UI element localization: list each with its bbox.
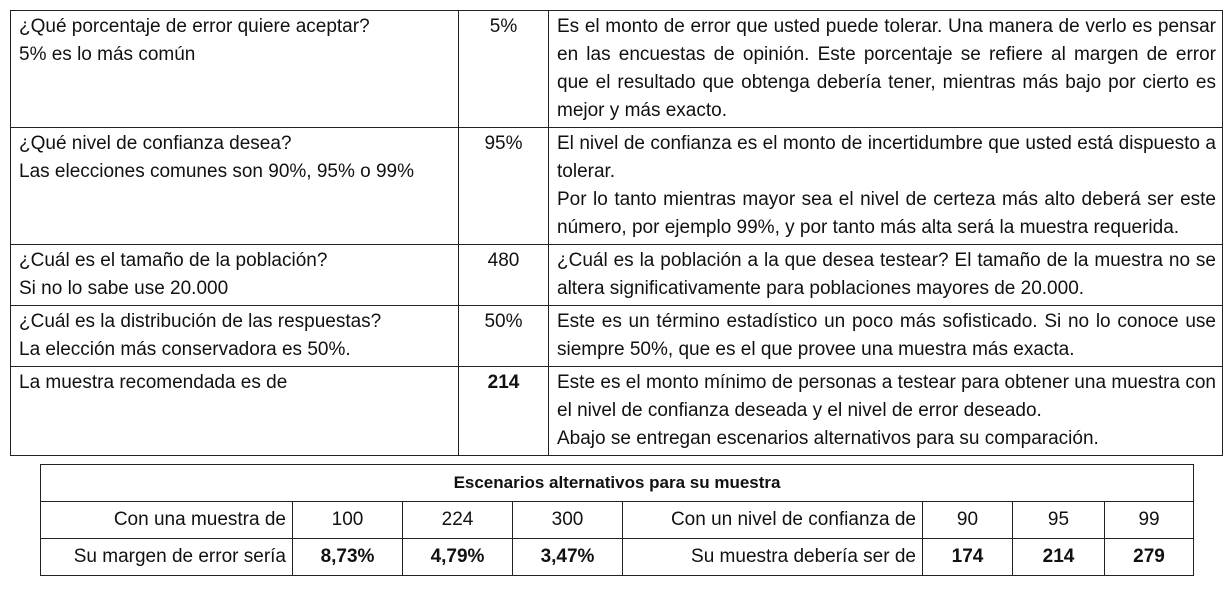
table-row: La muestra recomendada es de 214 Este es…: [10, 366, 1223, 456]
table-row: ¿Cuál es el tamaño de la población? Si n…: [10, 244, 1223, 306]
description-text: Este es el monto mínimo de personas a te…: [557, 372, 1216, 421]
table-header-row: Escenarios alternativos para su muestra: [39, 464, 1195, 502]
question-text: ¿Cuál es el tamaño de la población?: [19, 250, 328, 271]
question-text: La muestra recomendada es de: [19, 372, 288, 393]
confidence-value: 99: [1103, 501, 1195, 539]
sample-size-table: ¿Qué porcentaje de error quiere aceptar?…: [10, 10, 1223, 456]
description-text: El nivel de confianza es el monto de inc…: [557, 133, 1216, 182]
question-cell: ¿Cuál es la distribución de las respuest…: [10, 305, 459, 367]
question-cell: ¿Qué porcentaje de error quiere aceptar?…: [10, 10, 459, 128]
description-text: Por lo tanto mientras mayor sea el nivel…: [557, 189, 1216, 238]
question-hint: Las elecciones comunes son 90%, 95% o 99…: [19, 161, 415, 182]
question-cell: ¿Cuál es el tamaño de la población? Si n…: [10, 244, 459, 306]
scenarios-title: Escenarios alternativos para su muestra: [39, 464, 1195, 502]
question-hint: Si no lo sabe use 20.000: [19, 278, 229, 299]
question-hint: 5% es lo más común: [19, 44, 196, 65]
sample-needed-value: 174: [922, 538, 1013, 576]
population-size-value: 480: [458, 244, 549, 306]
alternative-scenarios-table: Escenarios alternativos para su muestra …: [39, 464, 1195, 576]
error-value: 8,73%: [292, 538, 403, 576]
sample-needed-value: 279: [1103, 538, 1195, 576]
question-text: ¿Cuál es la distribución de las respuest…: [19, 311, 382, 332]
description-cell: ¿Cuál es la población a la que desea tes…: [548, 244, 1223, 306]
description-cell: El nivel de confianza es el monto de inc…: [548, 127, 1223, 245]
confidence-label: Con un nivel de confianza de: [622, 501, 923, 539]
description-text: Abajo se entregan escenarios alternativo…: [557, 428, 1099, 449]
description-text: ¿Cuál es la población a la que desea tes…: [557, 250, 1216, 299]
table-row: Con una muestra de 100 224 300 Con un ni…: [40, 501, 1195, 539]
question-text: ¿Qué porcentaje de error quiere aceptar?: [19, 16, 370, 37]
sample-label: Con una muestra de: [40, 501, 293, 539]
response-distribution-value: 50%: [458, 305, 549, 367]
table-row: Su margen de error sería 8,73% 4,79% 3,4…: [40, 538, 1195, 576]
description-cell: Este es el monto mínimo de personas a te…: [548, 366, 1223, 456]
sample-needed-value: 214: [1012, 538, 1105, 576]
description-cell: Este es un término estadístico un poco m…: [548, 305, 1223, 367]
error-value: 4,79%: [402, 538, 513, 576]
table-row: ¿Cuál es la distribución de las respuest…: [10, 305, 1223, 367]
error-percentage-value: 5%: [458, 10, 549, 128]
error-value: 3,47%: [512, 538, 623, 576]
sample-value: 224: [402, 501, 513, 539]
table-row: ¿Qué porcentaje de error quiere aceptar?…: [10, 10, 1223, 128]
description-cell: Es el monto de error que usted puede tol…: [548, 10, 1223, 128]
question-cell: ¿Qué nivel de confianza desea? Las elecc…: [10, 127, 459, 245]
error-label: Su margen de error sería: [40, 538, 293, 576]
question-cell: La muestra recomendada es de: [10, 366, 459, 456]
sample-value: 100: [292, 501, 403, 539]
confidence-level-value: 95%: [458, 127, 549, 245]
question-text: ¿Qué nivel de confianza desea?: [19, 133, 292, 154]
confidence-value: 90: [922, 501, 1013, 539]
sample-value: 300: [512, 501, 623, 539]
recommended-sample-value: 214: [458, 366, 549, 456]
description-text: Es el monto de error que usted puede tol…: [557, 16, 1216, 121]
description-text: Este es un término estadístico un poco m…: [557, 311, 1216, 360]
question-hint: La elección más conservadora es 50%.: [19, 339, 351, 360]
confidence-value: 95: [1012, 501, 1105, 539]
table-row: ¿Qué nivel de confianza desea? Las elecc…: [10, 127, 1223, 245]
sample-needed-label: Su muestra debería ser de: [622, 538, 923, 576]
